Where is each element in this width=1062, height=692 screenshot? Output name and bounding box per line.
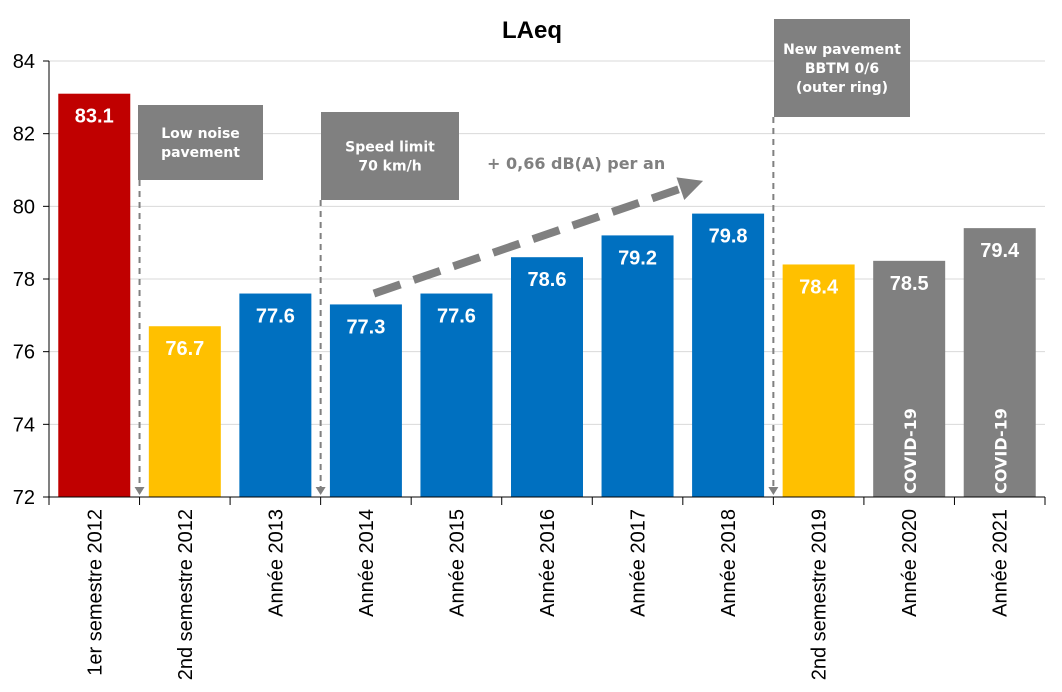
x-category-label: Année 2015 xyxy=(446,509,468,617)
bar xyxy=(239,293,312,497)
annotation-text: (outer ring) xyxy=(796,80,888,96)
x-axis-labels: 1er semestre 2012 2nd semestre 2012 Année … xyxy=(84,509,1011,680)
x-category-label: Année 2014 xyxy=(356,509,378,617)
bar xyxy=(873,260,946,497)
bar xyxy=(601,235,674,497)
annotation-text: pavement xyxy=(161,145,240,161)
y-tick-label: 72 xyxy=(13,487,35,509)
annotation-text: New pavement xyxy=(783,42,901,58)
y-tick-label: 84 xyxy=(13,51,35,73)
x-category-label: 2nd semestre 2019 xyxy=(809,509,831,680)
x-category-label: Année 2018 xyxy=(718,509,740,617)
bar-value-label: 79.2 xyxy=(618,247,657,269)
annotation-text: BBTM 0/6 xyxy=(805,61,879,77)
bar-value-label: 78.5 xyxy=(890,273,929,295)
annotation-text: Low noise xyxy=(161,126,240,142)
y-axis-ticks: 72 74 76 78 80 82 84 xyxy=(13,51,35,509)
annotation-text: Speed limit xyxy=(345,140,435,156)
bar-value-label: 77.6 xyxy=(256,306,295,328)
bar-note: COVID-19 xyxy=(992,408,1011,494)
event-marker-arrow xyxy=(768,487,779,495)
bar-value-label: 79.4 xyxy=(980,240,1020,262)
annotation-box xyxy=(138,105,263,180)
y-tick-label: 74 xyxy=(13,414,35,436)
x-category-label: Année 2021 xyxy=(990,509,1012,617)
bar-value-label: 77.6 xyxy=(437,306,476,328)
bar xyxy=(420,293,493,497)
trend-label: + 0,66 dB(A) per an xyxy=(487,154,665,173)
bar-value-label: 79.8 xyxy=(709,226,748,248)
x-category-label: Année 2020 xyxy=(899,509,921,617)
bars: 83.1 76.7 77.6 77.3 77.6 78.6 79.2 79.8 78.4 78.5… xyxy=(58,93,1036,497)
event-marker-arrow xyxy=(315,487,326,495)
chart-title: LAeq xyxy=(502,17,562,44)
bar-value-label: 83.1 xyxy=(75,106,114,128)
bar xyxy=(963,228,1036,497)
x-category-label: 2nd semestre 2012 xyxy=(175,509,197,680)
x-category-label: Année 2013 xyxy=(265,509,287,617)
bar-value-label: 78.6 xyxy=(528,269,567,291)
bar xyxy=(511,257,583,497)
bar xyxy=(58,93,131,497)
axes xyxy=(43,60,1046,505)
bar-value-label: 78.4 xyxy=(799,276,839,298)
bar-value-label: 76.7 xyxy=(165,338,204,360)
x-category-label: Année 2016 xyxy=(537,509,559,617)
y-tick-label: 78 xyxy=(13,269,35,291)
x-category-label: 1er semestre 2012 xyxy=(84,509,106,676)
event-markers xyxy=(134,117,779,495)
trend-arrow-line xyxy=(372,184,682,298)
x-category-label: Année 2017 xyxy=(628,509,650,617)
annotations: Low noise pavement Speed limit 70 km/h New p… xyxy=(138,19,910,200)
annotation-box xyxy=(774,19,910,117)
y-tick-label: 76 xyxy=(13,342,35,364)
event-marker-arrow xyxy=(134,487,145,495)
bar-value-label: 77.3 xyxy=(346,316,385,338)
annotation-text: 70 km/h xyxy=(358,159,421,175)
bar xyxy=(782,264,855,497)
bar xyxy=(692,213,765,497)
bar-note: COVID-19 xyxy=(901,408,920,494)
trend: + 0,66 dB(A) per an xyxy=(372,154,704,298)
annotation-box xyxy=(321,112,459,200)
trend-arrow-head xyxy=(676,177,704,201)
bar xyxy=(148,326,221,497)
y-tick-label: 82 xyxy=(13,124,35,146)
bar xyxy=(329,304,402,497)
y-tick-label: 80 xyxy=(13,196,35,218)
